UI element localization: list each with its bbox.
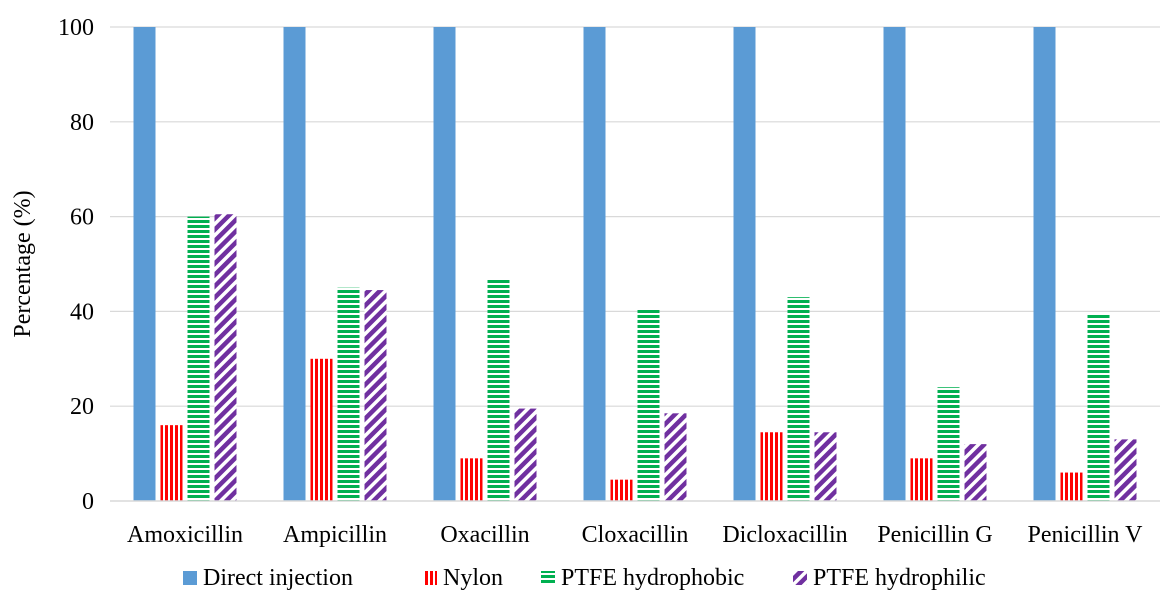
bar-oxacillin-nylon [460, 458, 483, 501]
bar-dicloxacillin-ptfe-hydrophobic [787, 297, 810, 501]
x-tick-label-cloxacillin: Cloxacillin [582, 522, 689, 548]
legend-label-nylon: Nylon [443, 565, 503, 591]
x-tick-label-oxacillin: Oxacillin [440, 522, 529, 548]
bar-oxacillin-direct-injection [433, 27, 456, 501]
bar-penicillin-v-nylon [1060, 472, 1083, 501]
bars [133, 27, 1137, 502]
bar-ampicillin-ptfe-hydrophobic [337, 287, 360, 501]
bar-amoxicillin-nylon [160, 425, 183, 501]
bar-cloxacillin-ptfe-hydrophobic [637, 309, 660, 501]
bar-penicillin-g-ptfe-hydrophilic [964, 444, 987, 501]
bar-oxacillin-ptfe-hydrophobic [487, 278, 510, 501]
legend-label-ptfe-hydrophilic: PTFE hydrophilic [813, 565, 986, 591]
bar-penicillin-g-direct-injection [883, 27, 906, 501]
bar-oxacillin-ptfe-hydrophilic [514, 408, 537, 501]
bar-ampicillin-nylon [310, 358, 333, 501]
axes: 0 20 40 60 80 100 Amoxicillin Ampicillin Oxacill… [58, 15, 1160, 548]
bar-cloxacillin-nylon [610, 479, 633, 501]
bar-dicloxacillin-direct-injection [733, 27, 756, 501]
bar-ampicillin-ptfe-hydrophilic [364, 290, 387, 501]
y-tick-label-20: 20 [70, 394, 94, 420]
x-tick-label-dicloxacillin: Dicloxacillin [722, 522, 847, 548]
legend-label-ptfe-hydrophobic: PTFE hydrophobic [561, 565, 744, 591]
bar-penicillin-v-direct-injection [1033, 27, 1056, 501]
bar-cloxacillin-ptfe-hydrophilic [664, 413, 687, 501]
x-tick-label-penicillin-v: Penicillin V [1028, 522, 1144, 548]
y-tick-label-100: 100 [58, 15, 94, 41]
bar-amoxicillin-ptfe-hydrophobic [187, 216, 210, 501]
x-tick-label-penicillin-g: Penicillin G [877, 522, 992, 548]
bar-cloxacillin-direct-injection [583, 27, 606, 501]
y-tick-label-40: 40 [70, 299, 94, 325]
bar-penicillin-g-nylon [910, 458, 933, 501]
x-tick-label-amoxicillin: Amoxicillin [127, 522, 243, 548]
legend-swatch-ptfe-hydrophobic [541, 571, 555, 585]
bar-penicillin-g-ptfe-hydrophobic [937, 387, 960, 501]
legend-swatch-ptfe-hydrophilic [793, 571, 807, 585]
gridlines [110, 26, 1160, 407]
bar-ampicillin-direct-injection [283, 27, 306, 501]
bar-dicloxacillin-nylon [760, 432, 783, 501]
legend-swatch-nylon [423, 571, 437, 585]
bar-penicillin-v-ptfe-hydrophilic [1114, 439, 1137, 501]
bar-penicillin-v-ptfe-hydrophobic [1087, 313, 1110, 501]
y-tick-label-0: 0 [82, 489, 94, 515]
x-tick-label-ampicillin: Ampicillin [283, 522, 387, 548]
legend-swatch-direct-injection [183, 571, 197, 585]
y-tick-label-60: 60 [70, 205, 94, 231]
bar-dicloxacillin-ptfe-hydrophilic [814, 432, 837, 501]
legend-label-direct-injection: Direct injection [203, 565, 353, 591]
legend: Direct injection Nylon PTFE hydrophobic PTF… [183, 565, 986, 591]
y-axis-title: Percentage (%) [10, 190, 36, 337]
y-tick-label-80: 80 [70, 110, 94, 136]
bar-amoxicillin-ptfe-hydrophilic [214, 214, 237, 502]
bar-amoxicillin-direct-injection [133, 27, 156, 501]
